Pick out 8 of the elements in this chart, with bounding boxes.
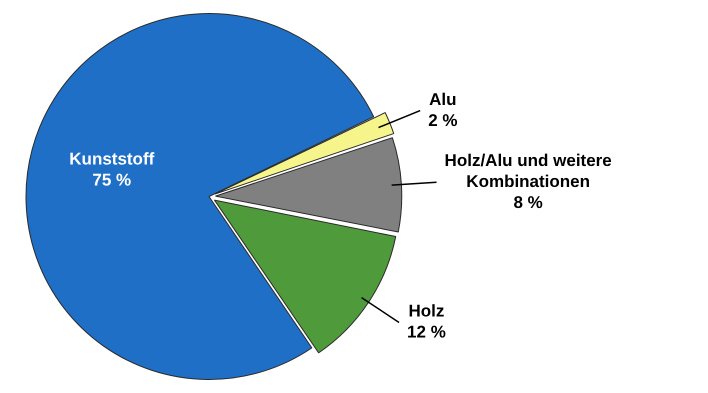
data-label: 2 % [428, 110, 458, 130]
data-label: 8 % [513, 192, 543, 212]
slice-label: Holz [408, 302, 444, 321]
data-label: 12 % [407, 322, 446, 342]
slice-label: Kunststoff [69, 150, 155, 169]
slice-label: Alu [429, 90, 457, 109]
data-label: 75 % [92, 170, 132, 190]
slice-label: Holz/Alu und weitere Kombinationen [444, 150, 612, 191]
